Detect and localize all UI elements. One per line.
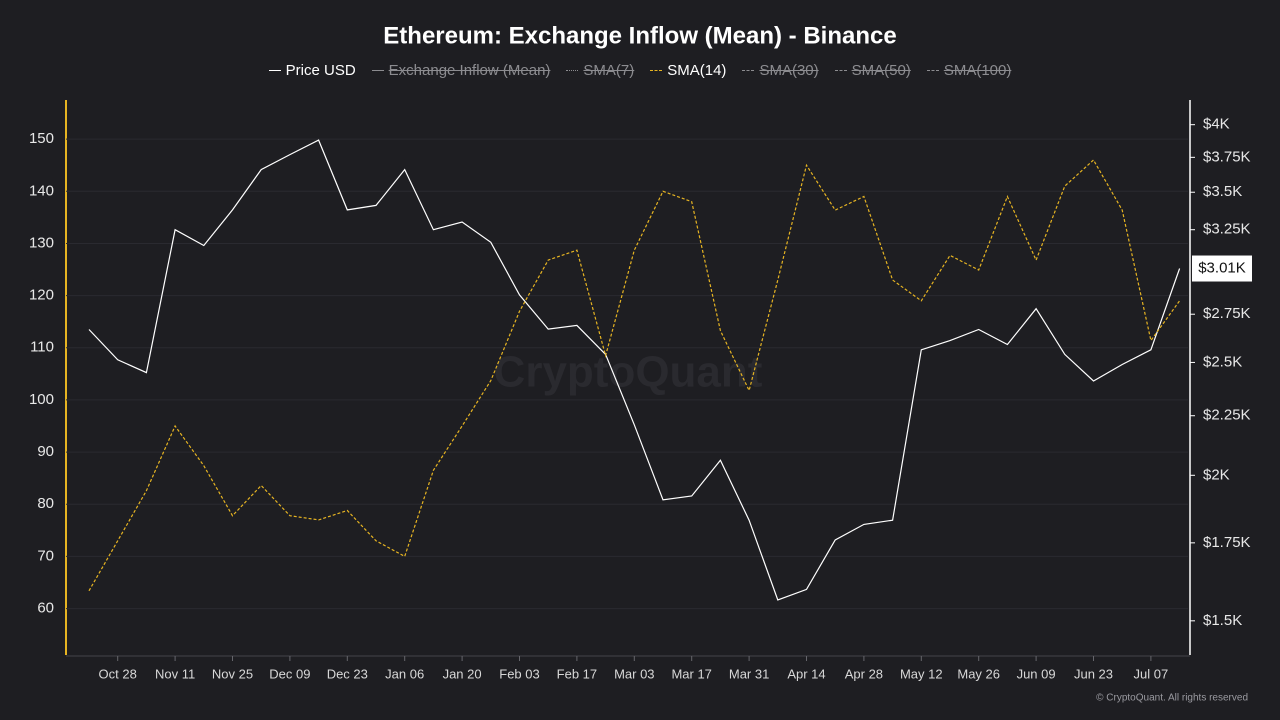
x-tick-label: Apr 28 [845,666,883,681]
legend-glyph [650,70,663,71]
legend-label: SMA(7) [583,62,635,79]
y2-tick-label: $3.25K [1203,221,1251,238]
legend-glyph [834,70,847,71]
legend-item[interactable]: SMA(30) [742,62,819,79]
legend-item[interactable]: SMA(100) [926,62,1012,79]
y-tick-label: 70 [37,547,54,564]
y-tick-label: 130 [29,234,54,251]
x-tick-label: Feb 17 [557,666,597,681]
legend-label: SMA(50) [851,62,911,79]
y2-tick-label: $4K [1203,116,1230,133]
legend-item[interactable]: SMA(14) [650,62,726,79]
legend-label: Exchange Inflow (Mean) [388,62,551,79]
legend-item[interactable]: SMA(50) [834,62,911,79]
y-tick-label: 140 [29,182,54,199]
x-tick-label: Mar 31 [729,666,769,681]
x-tick-label: Jun 09 [1017,666,1056,681]
x-tick-label: Feb 03 [499,666,539,681]
chart-title: Ethereum: Exchange Inflow (Mean) - Binan… [383,22,896,49]
x-tick-label: Jan 20 [443,666,482,681]
credit: © CryptoQuant. All rights reserved [1096,693,1248,704]
y2-tick-label: $2K [1203,466,1230,483]
y-tick-label: 110 [30,339,54,356]
legend-glyph [926,70,939,71]
y2-tick-label: $1.75K [1203,534,1251,551]
last-value-label: $3.01K [1198,259,1246,276]
legend-glyph [268,70,281,71]
y-tick-label: 90 [37,443,54,460]
x-tick-label: Oct 28 [99,666,137,681]
legend-label: SMA(30) [759,62,819,79]
x-tick-label: Mar 17 [671,666,711,681]
x-tick-label: Dec 09 [269,666,310,681]
x-tick-label: Nov 25 [212,666,253,681]
legend-label: SMA(14) [667,62,727,79]
legend-glyph [371,70,384,71]
x-tick-label: Jul 07 [1134,666,1169,681]
legend-item[interactable]: Exchange Inflow (Mean) [371,62,551,79]
last-value-box [1192,255,1252,282]
legend-label: SMA(100) [943,62,1012,79]
x-tick-label: Jun 23 [1074,666,1113,681]
y2-tick-label: $2.25K [1203,407,1251,424]
series-line [88,139,1181,601]
x-tick-label: Apr 14 [787,666,825,681]
legend-glyph [742,70,755,71]
x-tick-label: Dec 23 [327,666,368,681]
y2-tick-label: $2.75K [1203,305,1251,322]
y-tick-label: 100 [29,391,54,408]
x-tick-label: Nov 11 [155,666,195,681]
legend-label: Price USD [285,62,356,79]
legend-item[interactable]: SMA(7) [566,62,634,79]
y-tick-label: 80 [37,495,54,512]
x-tick-label: Jan 06 [385,666,424,681]
legend-item[interactable]: Price USD [268,62,356,79]
y-tick-label: 150 [29,130,54,147]
x-tick-label: May 12 [900,666,943,681]
y2-tick-label: $1.5K [1203,612,1242,629]
x-tick-label: Mar 03 [614,666,654,681]
x-tick-label: May 26 [957,666,1000,681]
y2-tick-label: $3.75K [1203,148,1251,165]
y-tick-label: 60 [37,600,54,617]
y2-tick-label: $2.5K [1203,353,1242,370]
y2-tick-label: $3.5K [1203,183,1242,200]
y-tick-label: 120 [29,287,54,304]
watermark: CryptoQuant [494,348,763,397]
legend: Price USD Exchange Inflow (Mean) SMA(7) SMA… [0,62,1280,79]
legend-glyph [566,70,579,71]
